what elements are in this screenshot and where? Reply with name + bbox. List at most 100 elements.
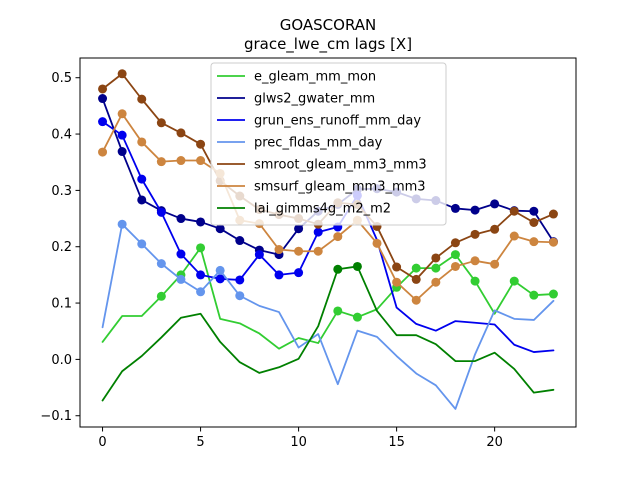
data-point-glws2_gwater_mm-10 — [294, 224, 304, 234]
data-point-smroot_gleam_mm3_mm3-21 — [509, 206, 519, 216]
data-point-glws2_gwater_mm-6 — [215, 224, 225, 234]
legend-label-smroot_gleam_mm3_mm3: smroot_gleam_mm3_mm3 — [254, 158, 427, 173]
legend-label-smsurf_gleam_mm3_mm3: smsurf_gleam_mm3_mm3 — [254, 180, 426, 195]
data-point-glws2_gwater_mm-5 — [196, 217, 206, 227]
data-point-smroot_gleam_mm3_mm3-2 — [137, 94, 147, 104]
x-tick-label-20: 20 — [486, 435, 503, 450]
data-point-smsurf_gleam_mm3_mm3-3 — [156, 157, 166, 167]
y-tick-label-0.3: 0.3 — [51, 184, 72, 199]
legend-entry-glws2_gwater_mm: glws2_gwater_mm — [217, 92, 375, 107]
data-point-smsurf_gleam_mm3_mm3-9 — [274, 245, 284, 255]
series-line-grun_ens_runoff_mm_day — [101, 120, 555, 353]
axes-layer: 0 5 10 15 20 −0.1 0.0 0.1 0.2 0.3 0.4 0.5 — [40, 57, 577, 450]
legend: e_gleam_mm_mon glws2_gwater_mm grun_ens_ru… — [210, 62, 447, 226]
data-point-grun_ens_runoff_mm_day-2 — [137, 174, 147, 184]
x-tick-label-15: 15 — [388, 435, 405, 450]
data-point-smsurf_gleam_mm3_mm3-10 — [294, 246, 304, 256]
data-point-e_gleam_mm_mon-23 — [548, 289, 558, 299]
plot-frame — [79, 57, 577, 428]
data-point-smroot_gleam_mm3_mm3-18 — [450, 238, 460, 248]
data-point-smroot_gleam_mm3_mm3-0 — [98, 84, 108, 94]
data-point-smsurf_gleam_mm3_mm3-15 — [392, 277, 402, 287]
y-tick-label-0.1: 0.1 — [51, 297, 72, 312]
legend-label-lai_gimms4g_m2_m2: lai_gimms4g_m2_m2 — [254, 202, 391, 217]
data-point-glws2_gwater_mm-2 — [137, 195, 147, 205]
data-point-smsurf_gleam_mm3_mm3-12 — [333, 232, 343, 242]
data-point-smroot_gleam_mm3_mm3-1 — [117, 69, 127, 79]
data-point-grun_ens_runoff_mm_day-5 — [196, 270, 206, 280]
data-point-grun_ens_runoff_mm_day-1 — [117, 130, 127, 140]
legend-entry-e_gleam_mm_mon: e_gleam_mm_mon — [217, 70, 376, 85]
legend-entry-prec_fldas_mm_day: prec_fldas_mm_day — [217, 136, 383, 151]
data-point-glws2_gwater_mm-22 — [529, 206, 539, 216]
data-point-smsurf_gleam_mm3_mm3-0 — [98, 147, 108, 157]
data-point-prec_fldas_mm_day-4 — [176, 274, 186, 284]
data-point-glws2_gwater_mm-19 — [470, 205, 480, 215]
data-point-grun_ens_runoff_mm_day-3 — [156, 207, 166, 217]
data-point-smsurf_gleam_mm3_mm3-20 — [490, 259, 500, 269]
data-point-e_gleam_mm_mon-12 — [333, 306, 343, 316]
data-point-smroot_gleam_mm3_mm3-19 — [470, 229, 480, 239]
data-point-smsurf_gleam_mm3_mm3-5 — [196, 156, 206, 166]
y-tick-label-0.5: 0.5 — [51, 71, 72, 86]
data-point-glws2_gwater_mm-18 — [450, 203, 460, 213]
data-point-glws2_gwater_mm-20 — [490, 199, 500, 209]
data-point-smroot_gleam_mm3_mm3-3 — [156, 118, 166, 128]
y-tick-label-0: 0.0 — [51, 353, 72, 368]
legend-entry-smsurf_gleam_mm3_mm3: smsurf_gleam_mm3_mm3 — [217, 180, 426, 195]
x-tick-label-10: 10 — [290, 435, 307, 450]
legend-label-e_gleam_mm_mon: e_gleam_mm_mon — [254, 70, 376, 85]
data-point-prec_fldas_mm_day-2 — [137, 239, 147, 249]
data-point-prec_fldas_mm_day-5 — [196, 287, 206, 297]
series-prec_fldas_mm_day — [101, 219, 555, 410]
data-point-smsurf_gleam_mm3_mm3-2 — [137, 137, 147, 147]
y-tick-label-0.2: 0.2 — [51, 240, 72, 255]
chart-title: GOASCORAN — [280, 16, 377, 34]
data-point-smroot_gleam_mm3_mm3-5 — [196, 139, 206, 149]
legend-entry-lai_gimms4g_m2_m2: lai_gimms4g_m2_m2 — [217, 202, 391, 217]
x-tick-label-5: 5 — [196, 435, 204, 450]
data-point-smsurf_gleam_mm3_mm3-18 — [450, 261, 460, 271]
y-tick-label--0.1: −0.1 — [40, 409, 72, 424]
data-point-grun_ens_runoff_mm_day-10 — [294, 268, 304, 278]
data-point-smsurf_gleam_mm3_mm3-1 — [117, 109, 127, 119]
data-point-e_gleam_mm_mon-21 — [509, 276, 519, 286]
legend-label-glws2_gwater_mm: glws2_gwater_mm — [254, 92, 375, 107]
data-point-e_gleam_mm_mon-19 — [470, 276, 480, 286]
legend-box — [210, 62, 447, 226]
series-lai_gimms4g_m2_m2 — [101, 261, 555, 402]
series-line-lai_gimms4g_m2_m2 — [101, 265, 555, 402]
data-point-smsurf_gleam_mm3_mm3-11 — [313, 246, 323, 256]
data-point-smsurf_gleam_mm3_mm3-21 — [509, 231, 519, 241]
data-point-e_gleam_mm_mon-17 — [431, 263, 441, 273]
data-point-e_gleam_mm_mon-18 — [450, 250, 460, 260]
data-point-lai_gimms4g_m2_m2-13 — [352, 261, 362, 271]
data-point-e_gleam_mm_mon-22 — [529, 290, 539, 300]
legend-label-grun_ens_runoff_mm_day: grun_ens_runoff_mm_day — [254, 114, 421, 129]
data-point-e_gleam_mm_mon-16 — [411, 263, 421, 273]
y-tick-label-0.4: 0.4 — [51, 128, 72, 143]
data-point-smsurf_gleam_mm3_mm3-16 — [411, 295, 421, 305]
data-point-grun_ens_runoff_mm_day-4 — [176, 249, 186, 259]
data-point-grun_ens_runoff_mm_day-0 — [98, 117, 108, 127]
data-point-prec_fldas_mm_day-3 — [156, 259, 166, 269]
chart-subtitle: grace_lwe_cm lags [X] — [244, 35, 412, 54]
data-point-smroot_gleam_mm3_mm3-20 — [490, 224, 500, 234]
data-point-glws2_gwater_mm-4 — [176, 214, 186, 224]
data-point-glws2_gwater_mm-7 — [235, 236, 245, 246]
legend-entry-grun_ens_runoff_mm_day: grun_ens_runoff_mm_day — [217, 114, 421, 129]
data-point-grun_ens_runoff_mm_day-9 — [274, 270, 284, 280]
data-point-smroot_gleam_mm3_mm3-16 — [411, 274, 421, 284]
data-point-grun_ens_runoff_mm_day-6 — [215, 274, 225, 284]
data-point-smsurf_gleam_mm3_mm3-17 — [431, 277, 441, 287]
data-point-grun_ens_runoff_mm_day-8 — [254, 250, 264, 260]
data-point-glws2_gwater_mm-1 — [117, 147, 127, 157]
data-point-smsurf_gleam_mm3_mm3-22 — [529, 237, 539, 247]
data-point-prec_fldas_mm_day-1 — [117, 219, 127, 229]
data-point-grun_ens_runoff_mm_day-7 — [235, 275, 245, 285]
series-grun_ens_runoff_mm_day — [98, 117, 555, 353]
data-point-smsurf_gleam_mm3_mm3-4 — [176, 156, 186, 166]
legend-entry-smroot_gleam_mm3_mm3: smroot_gleam_mm3_mm3 — [217, 158, 427, 173]
data-point-glws2_gwater_mm-0 — [98, 94, 108, 104]
